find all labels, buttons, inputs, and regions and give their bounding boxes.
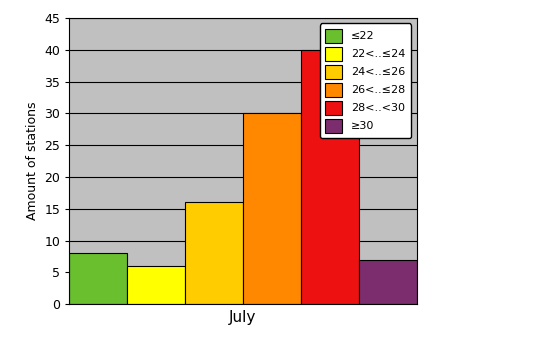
X-axis label: July: July — [229, 310, 257, 325]
Bar — [185, 203, 243, 304]
Bar — [359, 260, 417, 304]
Bar — [243, 113, 301, 304]
Y-axis label: Amount of stations: Amount of stations — [26, 102, 39, 221]
Bar — [301, 50, 359, 304]
Legend: ≤22, 22<..≤24, 24<..≤26, 26<..≤28, 28<..<30, ≥30: ≤22, 22<..≤24, 24<..≤26, 26<..≤28, 28<..… — [320, 24, 411, 138]
Bar — [69, 253, 127, 304]
Bar — [127, 266, 185, 304]
